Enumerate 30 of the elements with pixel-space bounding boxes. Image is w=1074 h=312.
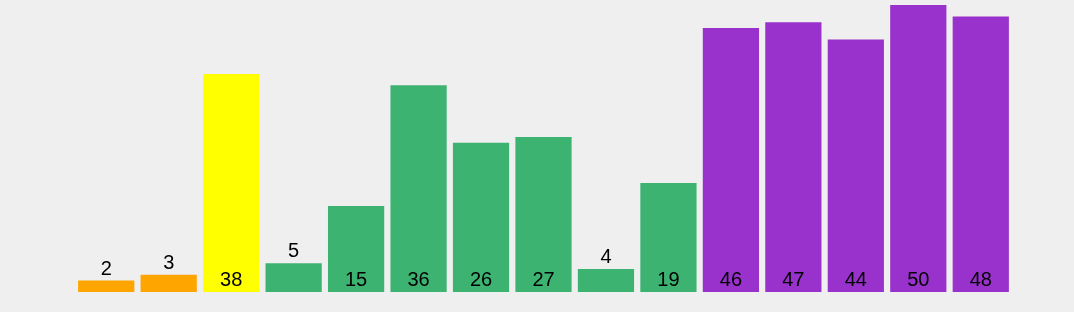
bar xyxy=(265,263,322,292)
bar xyxy=(78,280,135,292)
data-label: 19 xyxy=(657,268,680,290)
bar xyxy=(640,182,697,292)
bar xyxy=(140,274,197,292)
bar xyxy=(390,85,447,292)
data-label: 2 xyxy=(100,256,112,279)
data-label: 27 xyxy=(532,268,555,290)
data-label: 46 xyxy=(719,268,743,290)
bar xyxy=(827,39,884,292)
bar xyxy=(515,137,572,292)
data-label: 36 xyxy=(407,268,430,290)
data-label: 4 xyxy=(600,245,612,268)
bar xyxy=(702,27,760,292)
bar xyxy=(577,269,635,292)
bar xyxy=(203,73,260,292)
data-label: 48 xyxy=(969,268,992,290)
data-label: 50 xyxy=(907,268,930,290)
bar xyxy=(890,5,947,292)
bar xyxy=(327,205,385,292)
data-label: 5 xyxy=(288,239,300,262)
data-label: 44 xyxy=(844,268,867,290)
data-label: 26 xyxy=(469,268,493,290)
bar xyxy=(952,16,1009,292)
data-label: 47 xyxy=(782,268,805,290)
bar xyxy=(452,142,510,292)
data-label: 38 xyxy=(220,268,243,290)
bar xyxy=(765,22,822,292)
data-label: 3 xyxy=(163,250,175,273)
data-label: 15 xyxy=(344,268,368,290)
